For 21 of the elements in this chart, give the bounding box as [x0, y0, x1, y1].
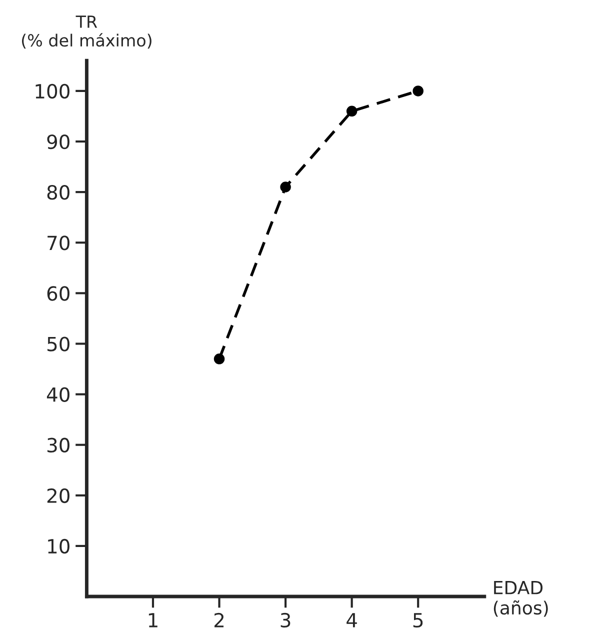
point: [412, 86, 424, 96]
x-tick-label: 4: [346, 613, 357, 628]
y-tick-label: 100: [36, 84, 70, 99]
y-tick-label: 40: [46, 387, 70, 402]
y-tick-label: 80: [47, 185, 70, 200]
x-tick-label: 5: [413, 613, 423, 628]
x-tick-label: 2: [214, 612, 224, 628]
y-tick-label: 50: [47, 336, 70, 352]
x-tick-label: 3: [280, 612, 290, 628]
point: [346, 106, 358, 117]
point: [214, 354, 225, 364]
y-tick-label: 10: [48, 538, 70, 554]
y-tick-label: 30: [47, 438, 70, 453]
point: [280, 182, 291, 192]
x-tick-label: 1: [148, 613, 158, 628]
y-tick-label: 90: [47, 134, 70, 150]
y-tick-label: 70: [48, 236, 70, 250]
y-tick-label: 20: [47, 488, 70, 504]
y-tick-label: 60: [47, 286, 70, 301]
x-axis-title: EDAD (años): [494, 581, 548, 617]
y-axis-title: TR (% del máximo): [22, 16, 152, 49]
